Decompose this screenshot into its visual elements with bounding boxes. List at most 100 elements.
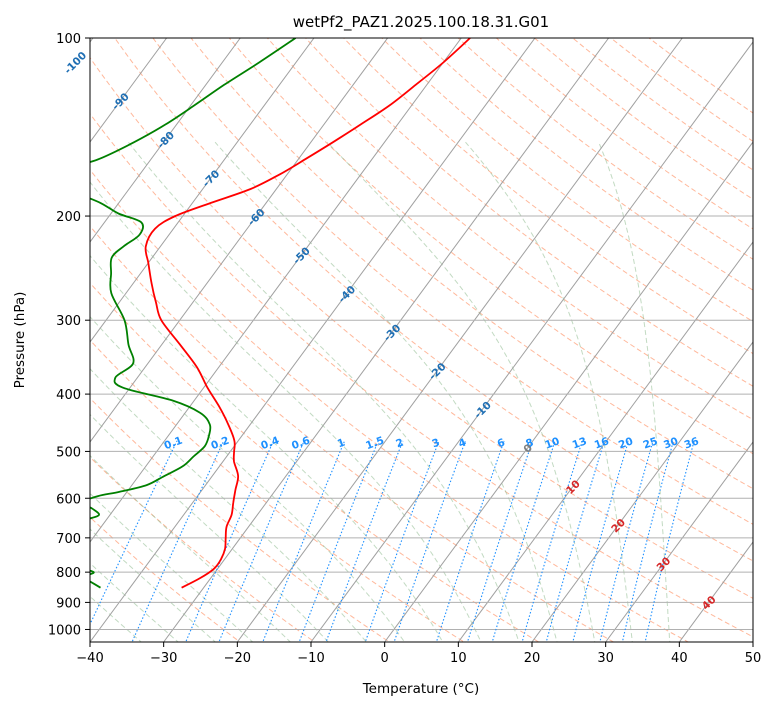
x-axis: −40 −30 −20 −10 0 10 20 30 40 50 <box>76 642 761 666</box>
x-axis-label: Temperature (°C) <box>362 681 480 697</box>
mixing-ratio-line <box>364 440 440 642</box>
x-tick-label: −10 <box>297 651 324 666</box>
x-tick-label: 40 <box>671 651 688 666</box>
x-tick-label: 20 <box>524 651 541 666</box>
isotherm-line <box>605 441 753 642</box>
mixing-ratio-line <box>90 440 178 626</box>
isotherm-line <box>457 241 753 642</box>
moist-adiabat-line <box>90 181 482 642</box>
mixing-ratio-label: 36 <box>683 435 701 451</box>
moist-adiabat-line <box>90 254 444 642</box>
x-tick-label: 0 <box>381 651 389 666</box>
dry-adiabats <box>90 38 753 642</box>
temperature-profile-line <box>144 38 471 589</box>
isotherm-line <box>531 341 753 642</box>
mixing-ratio-label: 3 <box>430 437 441 451</box>
isotherm-line <box>90 38 315 343</box>
sounding-profiles <box>90 38 471 589</box>
isobars <box>90 38 753 630</box>
dry-adiabat-line <box>152 38 753 525</box>
dry-adiabat-line <box>90 112 753 638</box>
dry-adiabat-line <box>90 56 753 599</box>
moist-adiabat-line <box>90 315 406 642</box>
y-tick-label: 800 <box>56 566 81 581</box>
moist-adiabats <box>90 141 671 642</box>
plot-content <box>90 38 753 642</box>
isotherm-line <box>236 38 683 642</box>
mixing-ratio-line <box>393 440 466 642</box>
mixing-ratio-line <box>185 440 275 642</box>
mixing-ratio-label: 0.1 <box>163 435 185 453</box>
y-tick-label: 1000 <box>48 623 81 638</box>
x-tick-label: −40 <box>76 651 103 666</box>
dry-adiabat-line <box>495 38 753 230</box>
mixing-ratio-label: 2 <box>394 437 405 451</box>
y-tick-label: 300 <box>56 314 81 329</box>
moist-adiabat-line <box>90 368 367 642</box>
dry-adiabat-line <box>457 38 753 260</box>
dry-adiabat-line <box>610 38 753 142</box>
mixing-ratio-line <box>325 440 404 642</box>
mixing-ratio-line <box>131 440 225 642</box>
mixing-ratio-label: 0.2 <box>209 435 231 453</box>
y-tick-label: 100 <box>56 32 81 47</box>
y-tick-label: 600 <box>56 492 81 507</box>
dry-adiabat-line <box>533 38 753 200</box>
dry-adiabat-line <box>304 38 753 387</box>
isotherm-line <box>90 38 389 443</box>
isotherm-line <box>384 141 753 642</box>
mixing-ratio-label: 6 <box>496 437 507 451</box>
mixing-ratio-label: 16 <box>593 435 611 451</box>
moist-adiabat-line <box>326 141 596 642</box>
moist-adiabat-line <box>90 562 179 642</box>
mixing-ratio-line <box>298 440 379 642</box>
moist-adiabat-line <box>127 141 520 642</box>
mixing-ratio-label: 1 <box>336 437 347 451</box>
dry-adiabat-line <box>90 282 540 642</box>
mixing-ratio-label: 20 <box>617 435 635 451</box>
isotherm-line <box>90 38 168 143</box>
mixing-ratio-label: 13 <box>571 435 589 451</box>
dewpoint-profile-line <box>90 38 297 589</box>
mixing-ratio-line <box>599 440 654 642</box>
dry-adiabat-line <box>90 339 465 642</box>
x-tick-label: −30 <box>150 651 177 666</box>
mixing-ratio-label: 0.4 <box>259 435 281 453</box>
isotherm-line <box>310 41 753 642</box>
mixing-ratio-line <box>435 440 505 642</box>
mixing-ratio-lines <box>90 440 695 642</box>
dry-adiabat-line <box>266 38 753 421</box>
moist-adiabat-line <box>598 142 671 642</box>
mixing-ratio-label: 4 <box>457 437 468 451</box>
y-tick-label: 400 <box>56 388 81 403</box>
isotherm-line <box>163 38 610 642</box>
mixing-ratio-line <box>218 440 305 642</box>
dry-adiabat-line <box>228 38 753 455</box>
dry-adiabat-line <box>114 38 753 562</box>
y-tick-label: 500 <box>56 445 81 460</box>
dry-adiabat-line <box>90 168 690 642</box>
dry-adiabat-line <box>190 38 753 490</box>
dry-adiabat-line <box>381 38 753 323</box>
mixing-ratio-line <box>466 440 534 642</box>
moist-adiabat-line <box>90 454 292 642</box>
plot-area <box>90 38 753 642</box>
isotherms <box>90 38 753 642</box>
mixing-ratio-line <box>491 440 556 642</box>
y-axis: 1000 900 800 700 600 500 400 300 200 100 <box>48 32 90 638</box>
dry-adiabat-line <box>90 225 615 642</box>
mixing-ratio-label: 8 <box>524 437 535 451</box>
mixing-ratio-label: 0.6 <box>290 435 312 453</box>
moist-adiabat-line <box>465 141 633 642</box>
mixing-ratio-label: 1.5 <box>364 435 386 453</box>
y-tick-label: 900 <box>56 596 81 611</box>
mixing-ratio-label: 30 <box>662 435 680 451</box>
mixing-ratio-label: 25 <box>642 435 660 451</box>
moist-adiabat-line <box>214 141 558 642</box>
isotherm-line <box>90 38 241 243</box>
mixing-ratio-label: 10 <box>543 435 561 451</box>
plot-frame <box>89 37 754 643</box>
isotherm-line <box>90 38 536 642</box>
x-tick-label: 50 <box>745 651 762 666</box>
